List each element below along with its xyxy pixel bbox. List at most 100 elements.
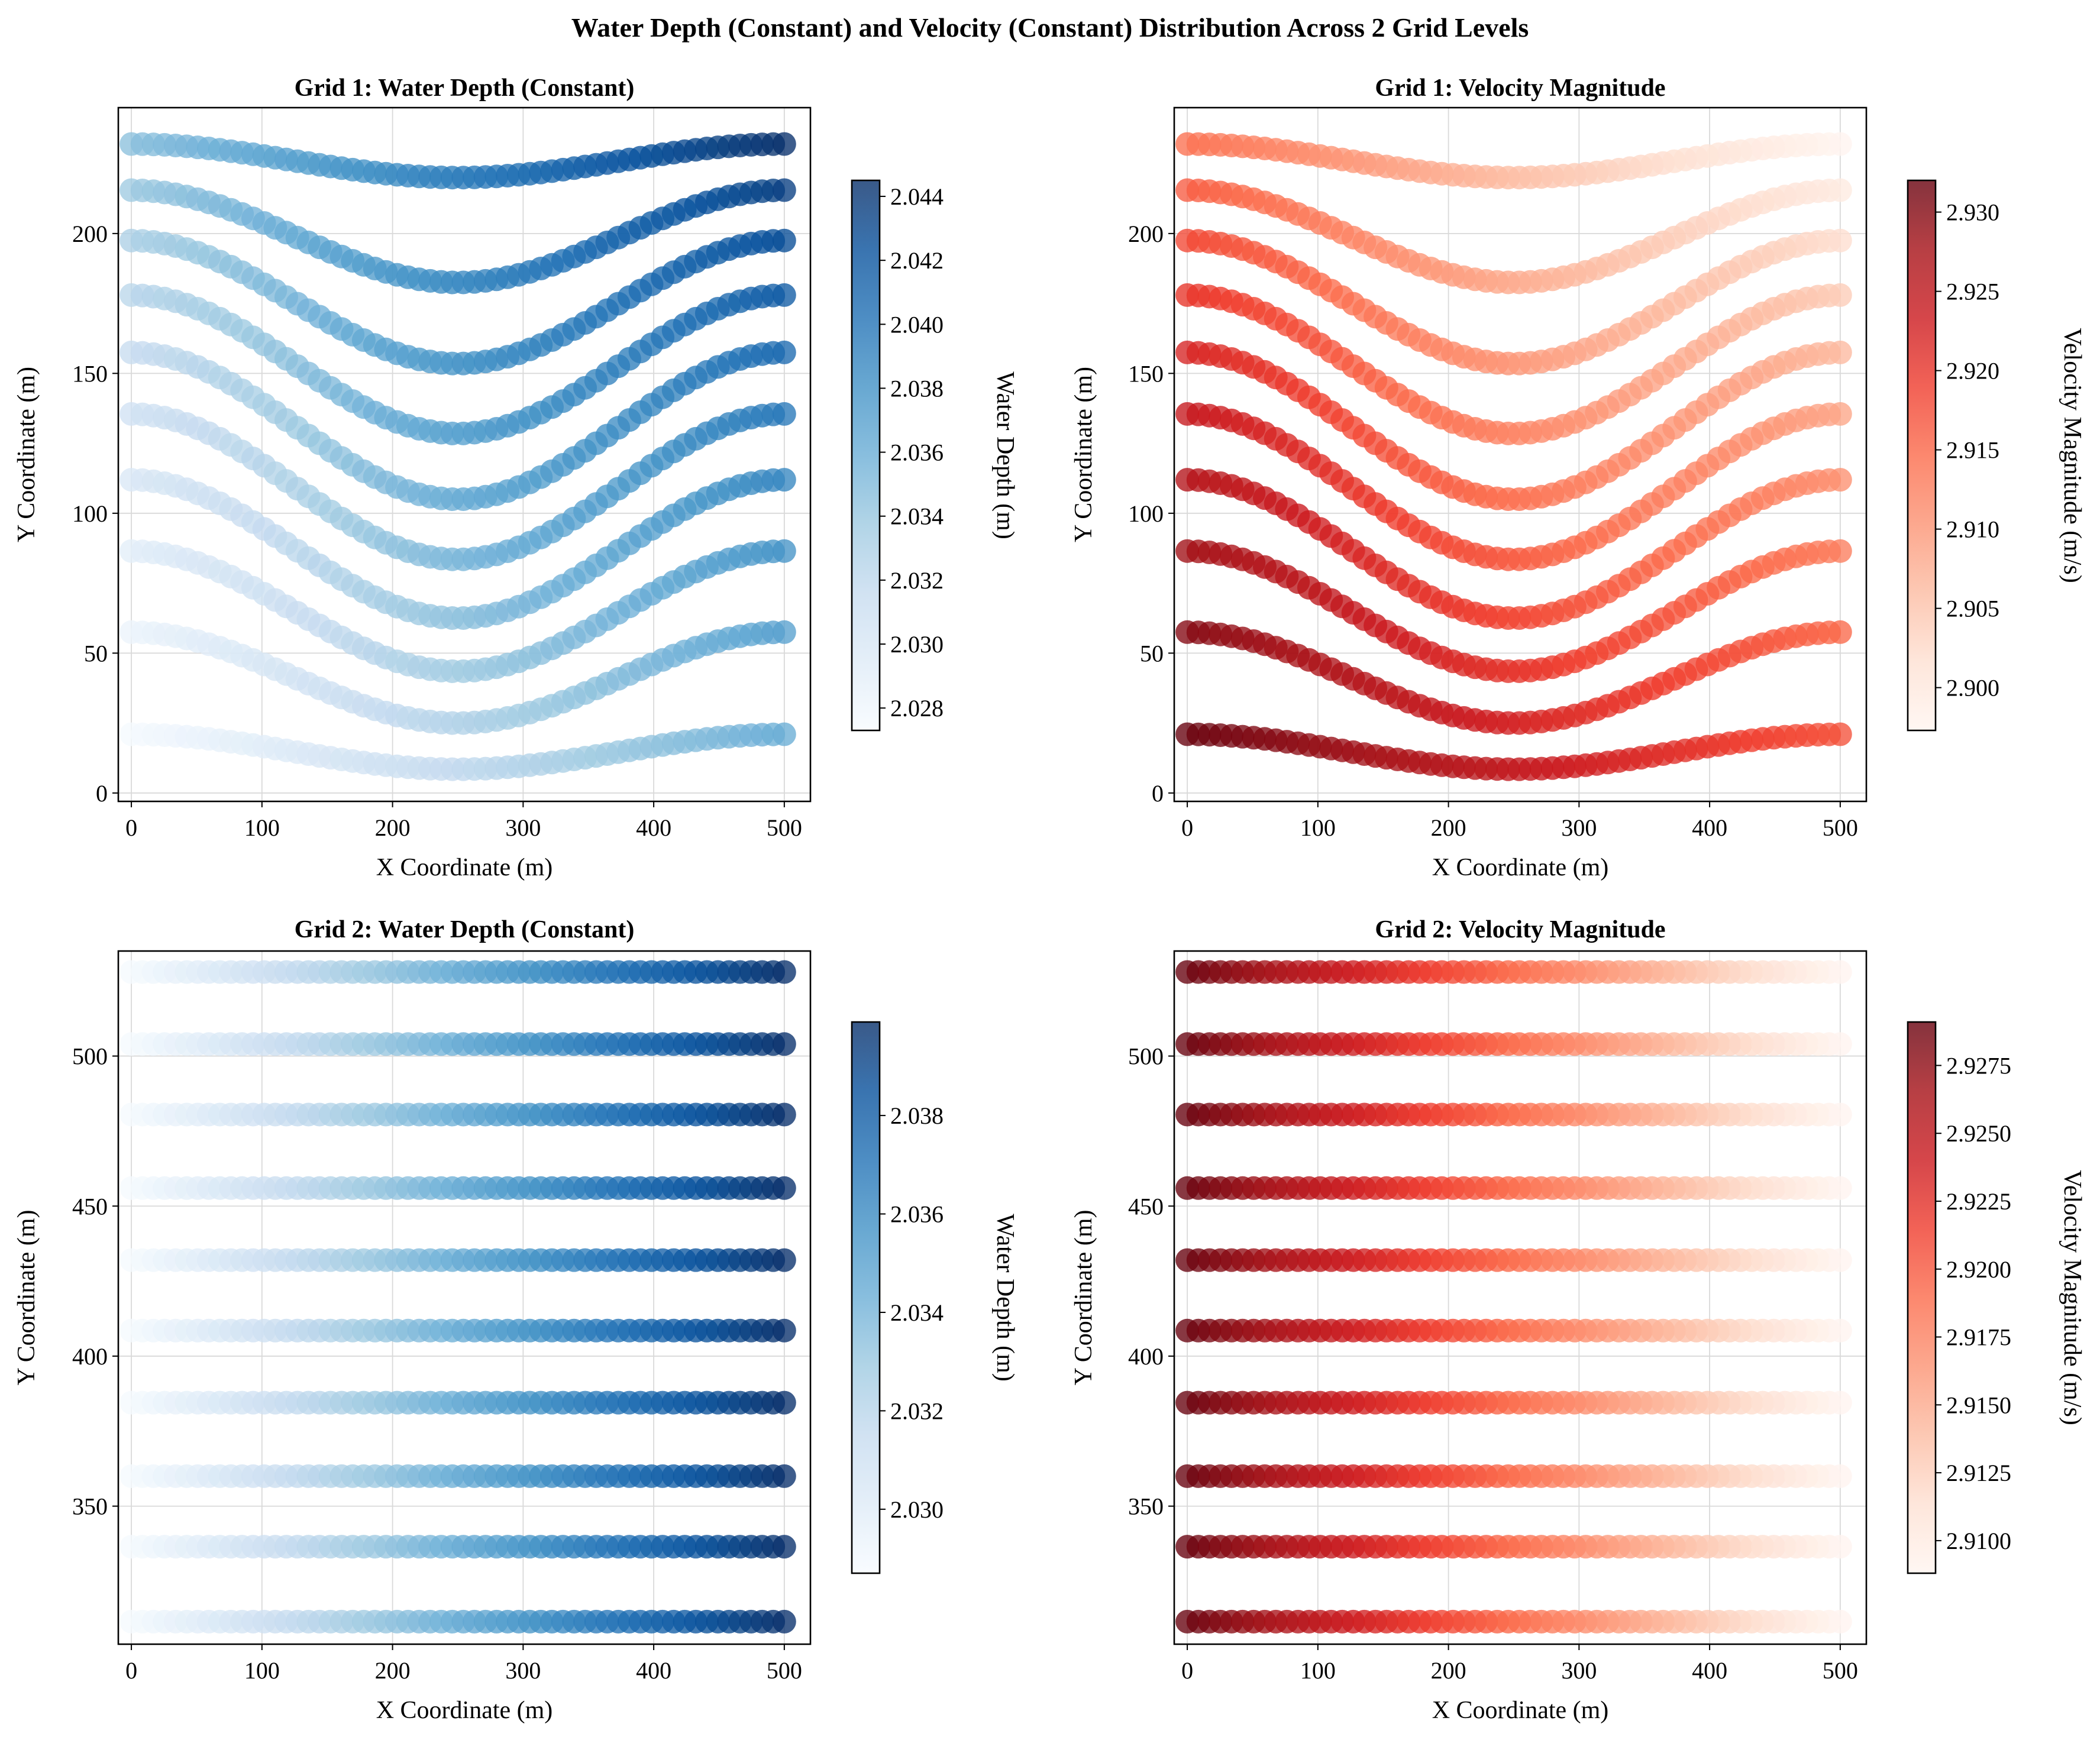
data-point <box>1828 132 1852 156</box>
x-tick-label: 0 <box>125 814 137 841</box>
grid-lines <box>118 951 810 1644</box>
data-point <box>772 1248 796 1272</box>
y-tick-label: 350 <box>1128 1493 1164 1520</box>
colorbar-tick-label: 2.040 <box>890 311 944 338</box>
colorbar-tick-label: 2.9225 <box>1946 1188 2011 1215</box>
data-point <box>772 1032 796 1056</box>
colorbar-label: Velocity Magnitude (m/s) <box>2059 328 2086 583</box>
x-tick-label: 200 <box>375 814 411 841</box>
data-point <box>1828 1176 1852 1200</box>
x-tick-label: 0 <box>1181 1657 1193 1684</box>
x-tick-label: 0 <box>125 1657 137 1684</box>
scatter-points <box>1175 960 1852 1634</box>
data-point <box>1828 539 1852 563</box>
data-point <box>1828 1535 1852 1559</box>
x-tick-label: 500 <box>1823 1657 1858 1684</box>
panel-title: Grid 2: Velocity Magnitude <box>1375 916 1665 943</box>
axes-frame <box>117 950 812 1645</box>
colorbar-frame <box>851 1021 881 1574</box>
data-point <box>772 1176 796 1200</box>
data-point <box>772 1102 796 1127</box>
colorbar-tick-label: 2.930 <box>1946 199 1999 226</box>
data-point <box>1828 178 1852 202</box>
data-point <box>772 468 796 492</box>
panel-grid1-velocity: Grid 1: Velocity Magnitude X Coordinate … <box>1070 75 2086 881</box>
data-point <box>772 620 796 644</box>
panel-title: Grid 1: Water Depth (Constant) <box>295 75 635 102</box>
colorbar-frame <box>1907 179 1937 732</box>
colorbar-tick-label: 2.032 <box>890 567 944 594</box>
colorbar-tick-label: 2.9150 <box>1946 1392 2011 1418</box>
y-tick-label: 400 <box>1128 1343 1164 1370</box>
colorbar-tick-label: 2.044 <box>890 183 944 210</box>
colorbar-tick-label: 2.905 <box>1946 596 1999 622</box>
y-tick-label: 200 <box>72 221 108 247</box>
data-point <box>772 402 796 426</box>
colorbar-frame <box>1907 1021 1937 1574</box>
colorbar-tick-label: 2.042 <box>890 247 944 274</box>
data-point <box>1828 468 1852 492</box>
axes-frame <box>117 106 812 803</box>
data-point <box>1828 1032 1852 1056</box>
data-point <box>1828 1609 1852 1634</box>
scatter-points <box>119 132 796 781</box>
data-point <box>1828 620 1852 644</box>
y-tick-label: 50 <box>84 640 108 667</box>
x-axis-label: X Coordinate (m) <box>1432 854 1609 881</box>
data-point <box>772 340 796 364</box>
axes-frame <box>1173 950 1868 1645</box>
y-axis-label: Y Coordinate (m) <box>13 1209 40 1385</box>
colorbar-tick-label: 2.036 <box>890 439 944 466</box>
x-tick-label: 100 <box>244 814 280 841</box>
colorbar-tick-label: 2.034 <box>890 503 944 530</box>
x-tick-label: 0 <box>1181 814 1193 841</box>
y-tick-label: 400 <box>72 1343 108 1370</box>
y-axis-label: Y Coordinate (m) <box>1070 1209 1097 1385</box>
panel-grid2-depth: Grid 2: Water Depth (Constant) X Coordin… <box>13 916 1019 1724</box>
data-point <box>772 132 796 156</box>
colorbar-tick-label: 2.038 <box>890 1102 944 1129</box>
data-point <box>1828 283 1852 307</box>
colorbar <box>852 180 880 730</box>
colorbar-tick-label: 2.910 <box>1946 516 1999 543</box>
colorbar-tick-label: 2.028 <box>890 695 944 722</box>
x-tick-label: 100 <box>1300 814 1336 841</box>
colorbar-label: Velocity Magnitude (m/s) <box>2059 1170 2086 1425</box>
x-tick-label: 500 <box>767 814 802 841</box>
data-point <box>772 178 796 202</box>
data-point <box>1828 228 1852 253</box>
colorbar-tick-label: 2.038 <box>890 375 944 402</box>
scatter-points <box>1175 132 1852 781</box>
x-axis-label: X Coordinate (m) <box>376 1697 553 1724</box>
data-point <box>1828 1318 1852 1343</box>
panel-title: Grid 1: Velocity Magnitude <box>1375 75 1665 102</box>
data-point <box>772 1609 796 1634</box>
colorbar-tick-label: 2.9175 <box>1946 1324 2011 1351</box>
y-tick-label: 0 <box>96 780 108 807</box>
colorbar <box>1908 1022 1936 1573</box>
colorbar-label: Water Depth (m) <box>991 371 1019 539</box>
x-tick-label: 300 <box>505 1657 541 1684</box>
y-axis-label: Y Coordinate (m) <box>13 367 40 542</box>
y-tick-label: 0 <box>1152 780 1164 807</box>
y-tick-label: 150 <box>1128 360 1164 387</box>
y-axis-label: Y Coordinate (m) <box>1070 367 1097 542</box>
colorbar <box>852 1022 880 1573</box>
panel-title: Grid 2: Water Depth (Constant) <box>295 916 635 943</box>
y-tick-label: 50 <box>1140 640 1164 667</box>
colorbar-tick-label: 2.900 <box>1946 675 1999 701</box>
grid-lines <box>1174 951 1866 1644</box>
y-tick-label: 450 <box>72 1193 108 1220</box>
x-tick-label: 300 <box>1561 1657 1597 1684</box>
colorbar-tick-label: 2.9100 <box>1946 1528 2011 1554</box>
data-point <box>772 283 796 307</box>
data-point <box>1828 1464 1852 1488</box>
data-point <box>1828 1390 1852 1415</box>
x-tick-label: 500 <box>1823 814 1858 841</box>
x-tick-label: 100 <box>1300 1657 1336 1684</box>
colorbar-tick-label: 2.034 <box>890 1299 944 1326</box>
x-tick-label: 400 <box>1692 1657 1727 1684</box>
y-tick-label: 200 <box>1128 221 1164 247</box>
data-point <box>772 722 796 746</box>
x-tick-label: 300 <box>505 814 541 841</box>
